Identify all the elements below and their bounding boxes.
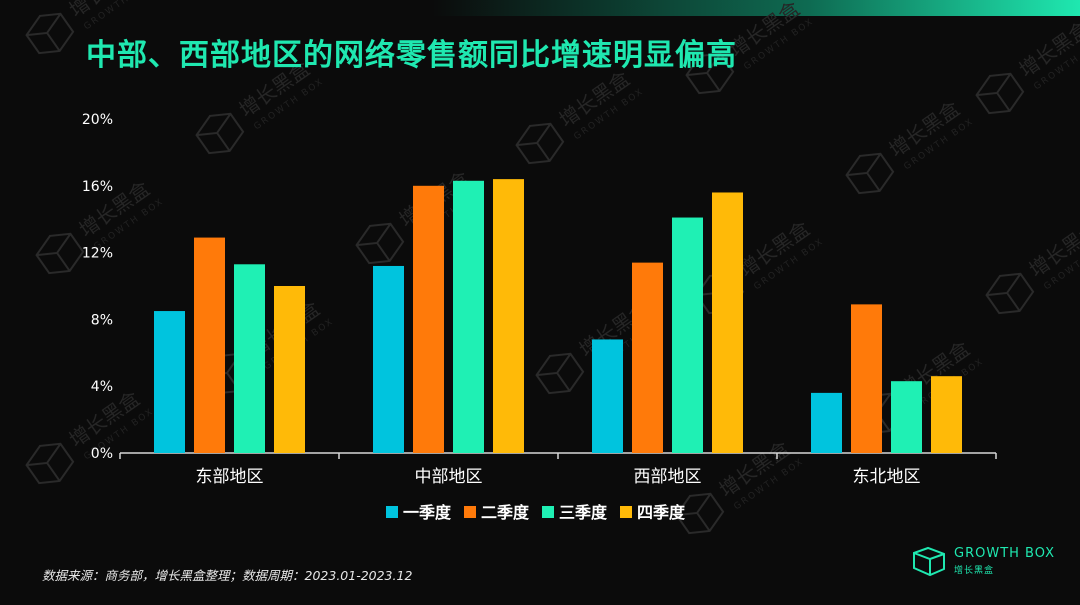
legend-label: 一季度 [403, 503, 452, 522]
bar [493, 179, 524, 453]
page-title: 中部、西部地区的网络零售额同比增速明显偏高 [86, 38, 737, 73]
bar [811, 392, 842, 453]
bar [234, 264, 265, 453]
y-tick-label: 12% [82, 246, 113, 262]
bar [672, 217, 703, 453]
bar [274, 286, 305, 453]
bar [194, 237, 225, 453]
brand-name: GROWTH BOX [954, 546, 1056, 561]
legend-swatch [464, 506, 476, 518]
y-tick-label: 16% [82, 179, 113, 195]
brand-logo-block: GROWTH BOX 增长黑盒 [912, 543, 1062, 579]
brand-name-cn: 增长黑盒 [954, 566, 995, 576]
legend-swatch [620, 506, 632, 518]
bar [154, 311, 185, 453]
x-tick-label: 中部地区 [415, 467, 483, 487]
legend-swatch [542, 506, 554, 518]
legend-label: 二季度 [481, 503, 530, 522]
y-tick-label: 4% [91, 379, 113, 395]
bar [453, 180, 484, 454]
x-tick-label: 东北地区 [853, 467, 921, 487]
bar [712, 192, 743, 454]
data-source-note: 数据来源：商务部，增长黑盒整理；数据周期：2023.01-2023.12 [42, 568, 413, 583]
bar [592, 339, 623, 453]
bar [851, 304, 882, 453]
x-tick-label: 东部地区 [196, 467, 264, 487]
y-tick-label: 0% [91, 446, 113, 462]
legend: 一季度 二季度 三季度 四季度 [386, 503, 686, 522]
cube-logo-icon [913, 546, 945, 577]
bar [891, 381, 922, 453]
bars [154, 179, 962, 454]
legend-label: 三季度 [559, 503, 608, 522]
bar [373, 265, 404, 453]
y-axis: 0% 4% 8% 12% 16% 20% [82, 112, 113, 462]
legend-label: 四季度 [637, 503, 686, 522]
bar [632, 262, 663, 453]
y-tick-label: 8% [91, 312, 113, 328]
legend-swatch [386, 506, 398, 518]
x-axis: 东部地区 中部地区 西部地区 东北地区 [119, 453, 997, 487]
x-tick-label: 西部地区 [634, 467, 702, 487]
bar [931, 376, 962, 453]
bar [413, 185, 444, 454]
y-tick-label: 20% [82, 112, 113, 128]
